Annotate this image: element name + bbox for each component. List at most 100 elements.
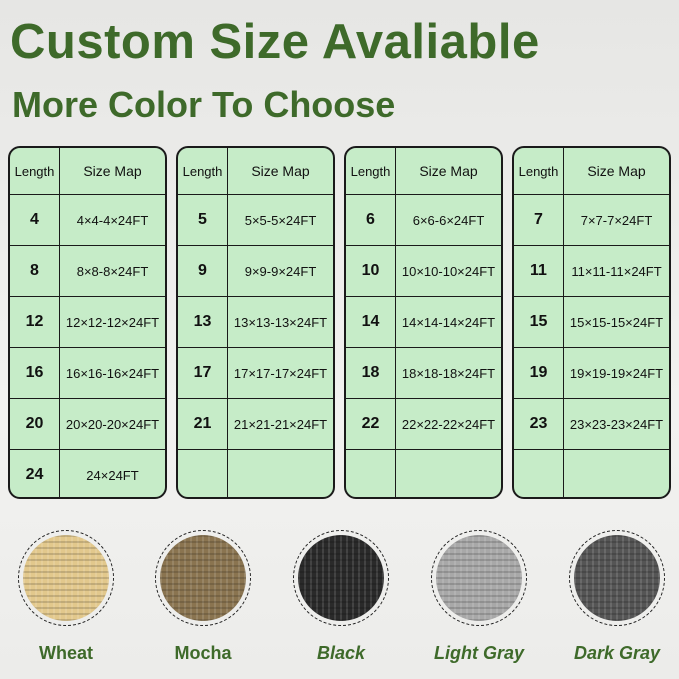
length-cell: 13 [178,297,228,347]
size-cell: 11×11-11×24FT [571,263,662,279]
size-map-header: Size Map [83,163,142,179]
size-cell: 15×15-15×24FT [569,314,664,330]
length-cell [514,450,564,497]
table-row: 16 16×16-16×24FT [10,347,165,398]
length-cell [178,450,228,497]
table-row: 7 7×7-7×24FT [514,194,669,245]
size-table: Length Size Map 6 6×6-6×24FT 10 10×10-10×24FT… [344,146,503,499]
size-map-header: Size Map [419,163,478,179]
table-row: 17 17×17-17×24FT [178,347,333,398]
length-header: Length [10,148,60,194]
color-swatch[interactable] [155,530,251,626]
length-cell: 11 [514,246,564,296]
size-cell: 7×7-7×24FT [580,212,653,228]
table-row: 5 5×5-5×24FT [178,194,333,245]
size-map-header: Size Map [587,163,646,179]
table-row: 9 9×9-9×24FT [178,245,333,296]
color-swatch[interactable] [431,530,527,626]
length-cell: 20 [10,399,60,449]
table-row: 19 19×19-19×24FT [514,347,669,398]
size-cell: 5×5-5×24FT [244,212,317,228]
table-row [346,449,501,497]
size-cell: 18×18-18×24FT [401,365,496,381]
length-cell: 5 [178,195,228,245]
size-cell [228,450,333,497]
size-cell: 16×16-16×24FT [65,365,160,381]
table-row [514,449,669,497]
size-map-header: Size Map [251,163,310,179]
table-header-row: Length Size Map [514,148,669,194]
length-cell: 23 [514,399,564,449]
size-cell: 17×17-17×24FT [233,365,328,381]
color-label: Wheat [39,643,93,663]
length-cell: 22 [346,399,396,449]
color-swatch[interactable] [18,530,114,626]
size-cell: 21×21-21×24FT [233,416,328,432]
size-table: Length Size Map 4 4×4-4×24FT 8 8×8-8×24FT 12 12… [8,146,167,499]
size-cell: 22×22-22×24FT [401,416,496,432]
page-title: Custom Size Avaliable [10,15,540,69]
size-cell: 24×24FT [86,467,139,483]
length-cell: 6 [346,195,396,245]
size-table: Length Size Map 5 5×5-5×24FT 9 9×9-9×24FT 13 13… [176,146,335,499]
table-row: 20 20×20-20×24FT [10,398,165,449]
color-label: Mocha [174,643,232,663]
length-cell: 21 [178,399,228,449]
table-row: 12 12×12-12×24FT [10,296,165,347]
table-row: 6 6×6-6×24FT [346,194,501,245]
size-cell: 8×8-8×24FT [76,263,149,279]
length-cell: 17 [178,348,228,398]
size-cell: 19×19-19×24FT [569,365,664,381]
length-header: Length [178,148,228,194]
size-cell: 14×14-14×24FT [401,314,496,330]
length-cell: 8 [10,246,60,296]
table-row: 13 13×13-13×24FT [178,296,333,347]
table-row: 22 22×22-22×24FT [346,398,501,449]
table-row: 11 11×11-11×24FT [514,245,669,296]
color-swatch[interactable] [293,530,389,626]
size-cell: 10×10-10×24FT [401,263,496,279]
length-cell: 12 [10,297,60,347]
table-row: 10 10×10-10×24FT [346,245,501,296]
length-cell: 16 [10,348,60,398]
length-cell: 9 [178,246,228,296]
table-row [178,449,333,497]
fabric-texture [574,535,660,621]
table-row: 15 15×15-15×24FT [514,296,669,347]
color-label: Light Gray [433,643,525,663]
fabric-texture [23,535,109,621]
length-header: Length [346,148,396,194]
table-row: 18 18×18-18×24FT [346,347,501,398]
size-cell [564,450,669,497]
table-header-row: Length Size Map [10,148,165,194]
size-cell [396,450,501,497]
table-row: 4 4×4-4×24FT [10,194,165,245]
length-cell: 10 [346,246,396,296]
length-cell: 15 [514,297,564,347]
fabric-texture [436,535,522,621]
size-table: Length Size Map 7 7×7-7×24FT 11 11×11-11×24FT… [512,146,671,499]
color-label: Black [316,643,366,663]
table-row: 14 14×14-14×24FT [346,296,501,347]
table-row: 24 24×24FT [10,449,165,497]
length-cell: 14 [346,297,396,347]
length-cell: 7 [514,195,564,245]
size-cell: 12×12-12×24FT [65,314,160,330]
length-cell: 4 [10,195,60,245]
size-cell: 20×20-20×24FT [65,416,160,432]
size-cell: 6×6-6×24FT [412,212,485,228]
color-swatch[interactable] [569,530,665,626]
length-cell: 19 [514,348,564,398]
size-cell: 9×9-9×24FT [244,263,317,279]
size-cell: 4×4-4×24FT [76,212,149,228]
table-row: 21 21×21-21×24FT [178,398,333,449]
table-row: 23 23×23-23×24FT [514,398,669,449]
table-header-row: Length Size Map [178,148,333,194]
length-header: Length [514,148,564,194]
size-cell: 23×23-23×24FT [569,416,664,432]
fabric-texture [160,535,246,621]
table-header-row: Length Size Map [346,148,501,194]
fabric-texture [298,535,384,621]
page-subtitle: More Color To Choose [12,84,396,125]
size-cell: 13×13-13×24FT [233,314,328,330]
